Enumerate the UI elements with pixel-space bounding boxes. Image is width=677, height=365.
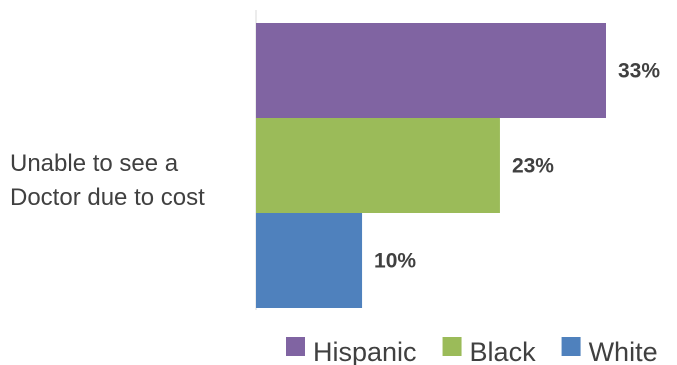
legend-swatch-white — [561, 337, 581, 356]
data-label-black: 23% — [512, 155, 554, 178]
data-label-hispanic: 33% — [618, 60, 660, 83]
legend: Hispanic Black White — [286, 337, 658, 365]
data-label-white: 10% — [374, 250, 416, 273]
legend-swatch-hispanic — [286, 337, 305, 356]
bar-black — [256, 118, 500, 213]
legend-label-hispanic: Hispanic — [313, 337, 417, 365]
legend-label-black: Black — [470, 337, 537, 365]
category-label: Unable to see a Doctor due to cost — [10, 150, 205, 211]
legend-label-white: White — [589, 337, 658, 365]
bar-white — [256, 213, 363, 308]
legend-swatch-black — [442, 337, 462, 356]
bar-hispanic — [256, 23, 606, 118]
category-label-line-2: Doctor due to cost — [10, 184, 205, 211]
bars-group: 33% 23% 10% — [256, 23, 660, 308]
category-label-line-1: Unable to see a — [10, 150, 179, 177]
